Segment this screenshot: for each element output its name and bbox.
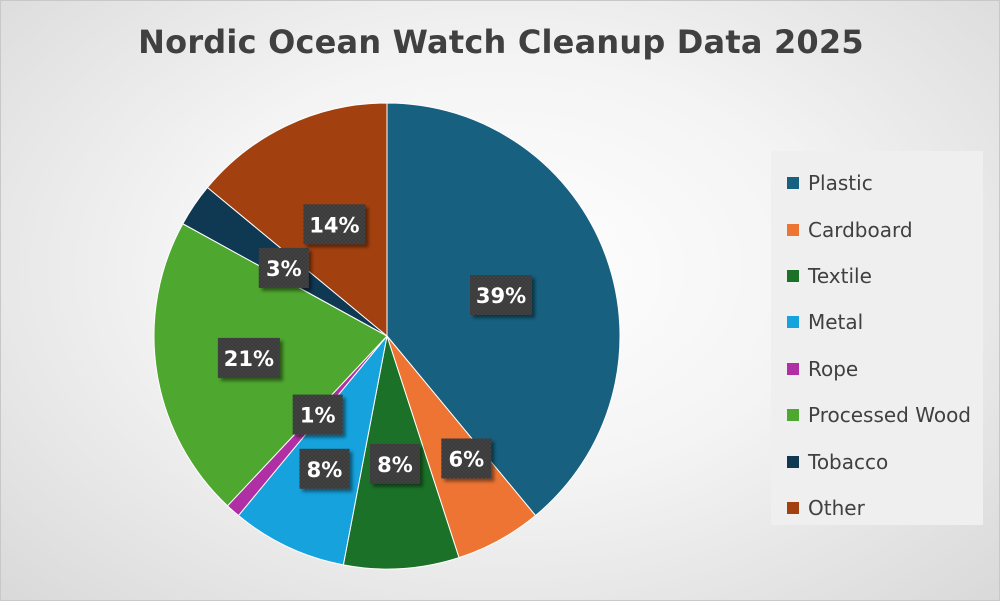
- legend-item-rope: Rope: [771, 346, 983, 392]
- chart-legend: Plastic Cardboard Textile Metal Rope Processe…: [771, 151, 983, 525]
- chart-title: Nordic Ocean Watch Cleanup Data 2025: [138, 23, 864, 61]
- legend-swatch: [787, 177, 799, 190]
- svg-text:14%: 14%: [309, 213, 359, 237]
- legend-swatch: [787, 269, 799, 282]
- data-label-tobacco: 3%: [258, 247, 309, 288]
- data-label-processed-wood: 21%: [217, 337, 280, 378]
- legend-swatch: [787, 223, 799, 236]
- pie-slice-other: [206, 102, 388, 338]
- legend-label: Metal: [808, 310, 864, 335]
- legend-swatch: [787, 362, 799, 375]
- legend-item-tobacco: Tobacco: [771, 438, 983, 484]
- legend-item-metal: Metal: [771, 299, 983, 345]
- legend-item-plastic: Plastic: [771, 160, 983, 206]
- data-label-cardboard: 6%: [441, 438, 492, 479]
- legend-label: Other: [808, 495, 865, 520]
- legend-swatch: [787, 409, 799, 422]
- legend-item-textile: Textile: [771, 253, 983, 299]
- svg-text:3%: 3%: [266, 257, 302, 281]
- legend-label: Plastic: [808, 171, 873, 196]
- svg-text:21%: 21%: [224, 347, 274, 371]
- data-label-textile: 8%: [370, 443, 420, 484]
- legend-label: Tobacco: [808, 449, 889, 474]
- svg-text:8%: 8%: [307, 458, 343, 482]
- svg-text:6%: 6%: [448, 448, 484, 472]
- legend-label: Rope: [808, 356, 859, 381]
- legend-label: Processed Wood: [808, 403, 971, 428]
- svg-text:39%: 39%: [476, 284, 526, 308]
- legend-item-other: Other: [771, 485, 983, 531]
- svg-text:8%: 8%: [377, 453, 413, 477]
- legend-swatch: [787, 455, 799, 468]
- data-label-plastic: 39%: [470, 275, 532, 315]
- svg-text:1%: 1%: [300, 404, 336, 428]
- legend-label: Cardboard: [808, 217, 913, 242]
- data-label-rope: 1%: [292, 394, 343, 435]
- legend-label: Textile: [808, 263, 872, 288]
- legend-item-cardboard: Cardboard: [771, 206, 983, 252]
- data-label-other: 14%: [303, 204, 366, 245]
- legend-swatch: [787, 316, 799, 329]
- legend-item-processed-wood: Processed Wood: [771, 392, 983, 438]
- data-label-metal: 8%: [299, 448, 350, 489]
- legend-swatch: [787, 501, 799, 514]
